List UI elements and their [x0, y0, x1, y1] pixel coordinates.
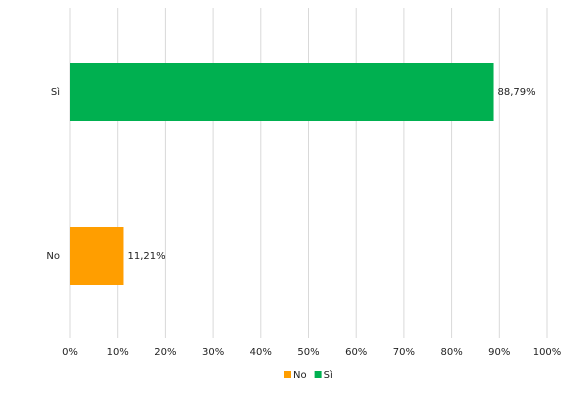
legend-swatch [284, 371, 291, 378]
x-tick-label: 90% [488, 347, 510, 358]
legend-label: Sì [324, 369, 333, 381]
x-tick-label: 10% [107, 347, 129, 358]
x-tick-label: 30% [202, 347, 224, 358]
y-tick-label: Sì [51, 86, 60, 98]
x-tick-label: 80% [440, 347, 462, 358]
y-tick-label: No [46, 251, 60, 262]
x-tick-label: 50% [297, 347, 319, 358]
x-tick-label: 60% [345, 347, 367, 358]
x-tick-label: 20% [154, 347, 176, 358]
x-tick-label: 0% [62, 347, 78, 358]
x-tick-label: 40% [250, 347, 272, 358]
legend-swatch [314, 371, 322, 378]
legend-label: No [293, 370, 307, 381]
x-tick-label: 70% [393, 347, 415, 358]
data-label: 11,21% [127, 251, 165, 262]
bar [70, 227, 124, 285]
x-tick-label: 100% [533, 347, 562, 358]
bar [70, 63, 494, 121]
data-label: 88,79% [498, 87, 536, 98]
